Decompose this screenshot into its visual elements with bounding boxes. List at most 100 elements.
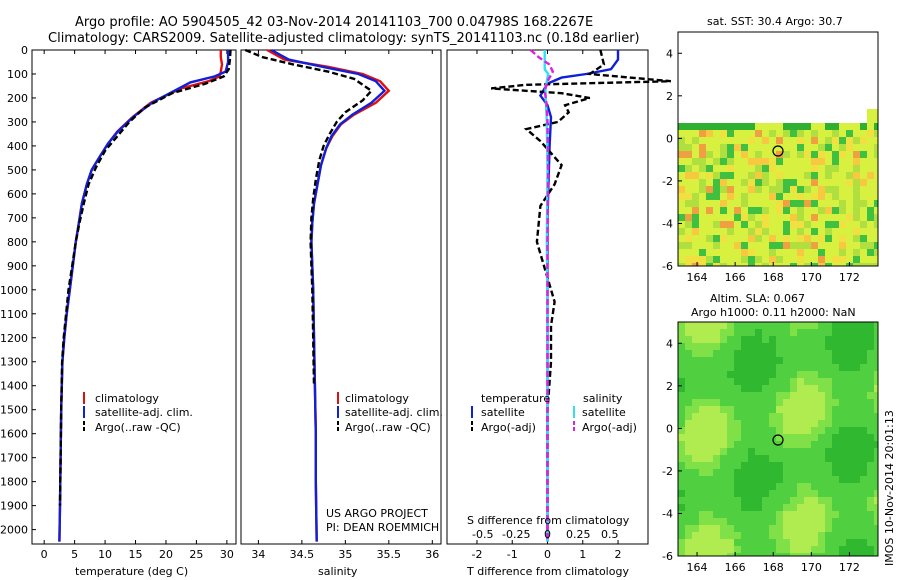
sst-cell: [860, 186, 867, 193]
sla-cell: [874, 483, 878, 490]
sla-cell: [727, 483, 734, 490]
sla-cell: [762, 462, 769, 469]
sla-cell: [748, 434, 755, 441]
s-tick: 0: [544, 528, 551, 541]
sst-cell: [706, 200, 713, 207]
sla-cell: [790, 532, 797, 539]
sst-cell: [678, 165, 685, 172]
sla-cell: [783, 532, 790, 539]
sst-cell: [790, 186, 797, 193]
sla-cell: [741, 413, 748, 420]
sla-cell: [867, 441, 874, 448]
sla-cell: [769, 448, 776, 455]
sla-cell: [720, 490, 727, 497]
sla-cell: [874, 378, 878, 385]
sla-cell: [762, 504, 769, 511]
sla-cell: [874, 364, 878, 371]
sst-cell: [790, 179, 797, 186]
sla-cell: [867, 329, 874, 336]
sla-cell: [783, 553, 790, 556]
sla-cell: [853, 343, 860, 350]
sla-cell: [734, 497, 741, 504]
sla-cell: [811, 553, 818, 556]
sla-cell: [797, 406, 804, 413]
sst-cell: [713, 214, 720, 221]
sst-cell: [790, 193, 797, 200]
sst-cell: [825, 158, 832, 165]
sla-cell: [846, 525, 853, 532]
y-tick-label: 1300: [0, 356, 28, 369]
sla-cell: [790, 553, 797, 556]
sla-cell: [860, 420, 867, 427]
sla-cell: [692, 427, 699, 434]
sla-cell: [790, 469, 797, 476]
sst-cell: [797, 158, 804, 165]
sla-cell: [874, 448, 878, 455]
sst-cell: [762, 123, 769, 130]
sla-cell: [797, 343, 804, 350]
sst-cell: [818, 207, 825, 214]
sst-cell: [741, 144, 748, 151]
sla-cell: [783, 357, 790, 364]
sla-cell: [678, 343, 685, 350]
sla-cell: [860, 518, 867, 525]
sla-cell: [769, 336, 776, 343]
sla-cell: [706, 364, 713, 371]
sla-cell: [741, 343, 748, 350]
sst-cell: [783, 221, 790, 228]
sla-cell: [699, 441, 706, 448]
sla-cell: [818, 518, 825, 525]
sla-cell: [846, 483, 853, 490]
sst-cell: [741, 165, 748, 172]
sla-cell: [762, 490, 769, 497]
sst-cell: [769, 193, 776, 200]
sst-cell: [853, 151, 860, 158]
sla-cell: [783, 455, 790, 462]
sst-cell: [818, 158, 825, 165]
sla-cell: [804, 392, 811, 399]
sla-cell: [783, 539, 790, 546]
sla-cell: [748, 413, 755, 420]
sla-cell: [818, 476, 825, 483]
sla-cell: [860, 455, 867, 462]
sla-cell: [706, 525, 713, 532]
sla-cell: [804, 455, 811, 462]
sla-cell: [776, 546, 783, 553]
sla-cell: [776, 378, 783, 385]
sla-cell: [825, 392, 832, 399]
credit-pi: PI: DEAN ROEMMICH: [326, 521, 439, 534]
sla-cell: [776, 357, 783, 364]
sla-cell: [699, 476, 706, 483]
sla-cell: [874, 420, 878, 427]
sst-cell: [762, 200, 769, 207]
sst-cell: [846, 193, 853, 200]
sla-cell: [860, 497, 867, 504]
sla-cell: [720, 518, 727, 525]
sla-cell: [867, 350, 874, 357]
sla-cell: [853, 336, 860, 343]
sla-cell: [818, 357, 825, 364]
sla-cell: [741, 399, 748, 406]
series-s-argo-adj-: [529, 49, 555, 542]
sst-cell: [797, 249, 804, 256]
sst-cell: [762, 151, 769, 158]
sla-cell: [699, 420, 706, 427]
sst-cell: [832, 193, 839, 200]
sla-cell: [853, 490, 860, 497]
sla-cell: [846, 441, 853, 448]
sla-cell: [692, 364, 699, 371]
sla-cell: [811, 469, 818, 476]
sla-cell: [804, 504, 811, 511]
sla-cell: [790, 483, 797, 490]
sst-cell: [755, 137, 762, 144]
sst-cell: [713, 235, 720, 242]
sla-cell: [867, 434, 874, 441]
sst-cell: [769, 200, 776, 207]
sst-cell: [832, 144, 839, 151]
sla-cell: [713, 469, 720, 476]
sst-cell: [811, 158, 818, 165]
sst-cell: [832, 214, 839, 221]
sst-cell: [860, 158, 867, 165]
sla-cell: [853, 378, 860, 385]
sla-cell: [811, 455, 818, 462]
